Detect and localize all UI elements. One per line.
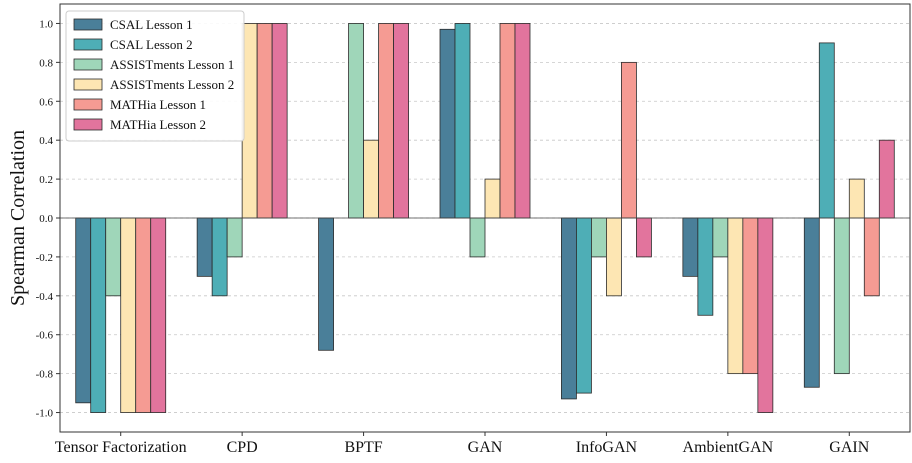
legend-swatch	[73, 98, 103, 111]
legend: CSAL Lesson 1 CSAL Lesson 2 ASSISTments Le…	[65, 10, 245, 142]
bar	[454, 23, 471, 219]
bar	[636, 217, 652, 258]
legend-box	[65, 10, 245, 142]
bar	[348, 23, 364, 219]
bar	[682, 217, 699, 277]
bar	[697, 217, 714, 316]
bar	[606, 217, 622, 297]
x-tick-label: GAN	[468, 439, 503, 456]
bar	[105, 217, 122, 297]
bar	[742, 217, 759, 375]
legend-swatch	[73, 58, 103, 71]
y-tick-label: 0.6	[39, 96, 53, 108]
bar	[469, 217, 486, 258]
bar	[576, 217, 592, 394]
bar	[712, 217, 729, 258]
y-tick-label: -0.2	[36, 252, 53, 264]
bar	[621, 61, 637, 219]
bar	[591, 217, 607, 258]
bar	[378, 23, 394, 219]
y-tick-label: 0.8	[39, 57, 53, 69]
bar	[271, 23, 288, 219]
y-tick-label: -0.8	[36, 369, 54, 381]
y-axis: -1.0 -0.8 -0.6 -0.4 -0.2 0.0 0.2 0.4 0.6 0.8 1.0	[36, 18, 60, 420]
bar	[848, 178, 865, 219]
legend-label: ASSISTments Lesson 2	[110, 77, 234, 92]
legend-swatch	[73, 78, 103, 91]
x-axis: Tensor Factorization CPD BPTF GAN InfoGAN Amb…	[55, 432, 870, 456]
bar	[878, 139, 895, 219]
bar	[90, 217, 107, 413]
legend-swatch	[73, 118, 103, 131]
legend-label: MATHia Lesson 2	[110, 117, 206, 132]
bar	[226, 217, 243, 258]
y-tick-label: 0.0	[39, 213, 53, 225]
bar	[833, 217, 850, 375]
bar	[75, 217, 92, 404]
legend-swatch	[73, 38, 103, 51]
x-tick-label: BPTF	[344, 439, 382, 456]
bar	[393, 23, 409, 219]
bar	[196, 217, 213, 277]
y-tick-label: -1.0	[36, 408, 54, 420]
y-tick-label: 0.2	[39, 174, 53, 186]
bars	[60, 23, 910, 413]
x-tick-label: AmbientGAN	[683, 439, 774, 456]
legend-swatch	[73, 18, 103, 31]
y-tick-label: 1.0	[39, 18, 53, 30]
y-tick-label: -0.6	[36, 330, 54, 342]
y-axis-label: Spearman Correlation	[7, 130, 29, 306]
bar	[499, 23, 516, 219]
bar	[439, 28, 456, 219]
x-tick-label: InfoGAN	[576, 439, 638, 456]
y-tick-label: -0.4	[36, 291, 54, 303]
y-tick-label: 0.4	[39, 135, 53, 147]
bar	[150, 217, 167, 413]
legend-label: ASSISTments Lesson 1	[110, 57, 234, 72]
bar	[120, 217, 137, 413]
legend-label: MATHia Lesson 1	[110, 97, 206, 112]
bar	[757, 217, 774, 413]
bar	[363, 139, 379, 219]
legend-label: CSAL Lesson 1	[110, 17, 193, 32]
bar	[256, 23, 273, 219]
bar	[211, 217, 228, 297]
x-tick-label: GAIN	[829, 439, 869, 456]
bar	[863, 217, 880, 297]
bar	[484, 178, 501, 219]
bar	[318, 217, 334, 351]
legend-label: CSAL Lesson 2	[110, 37, 193, 52]
bar	[561, 217, 577, 400]
bar	[727, 217, 744, 375]
bar	[803, 217, 820, 388]
x-tick-label: Tensor Factorization	[55, 439, 187, 456]
bar	[514, 23, 531, 219]
bar	[818, 42, 835, 219]
x-tick-label: CPD	[227, 439, 258, 456]
bar	[135, 217, 152, 413]
